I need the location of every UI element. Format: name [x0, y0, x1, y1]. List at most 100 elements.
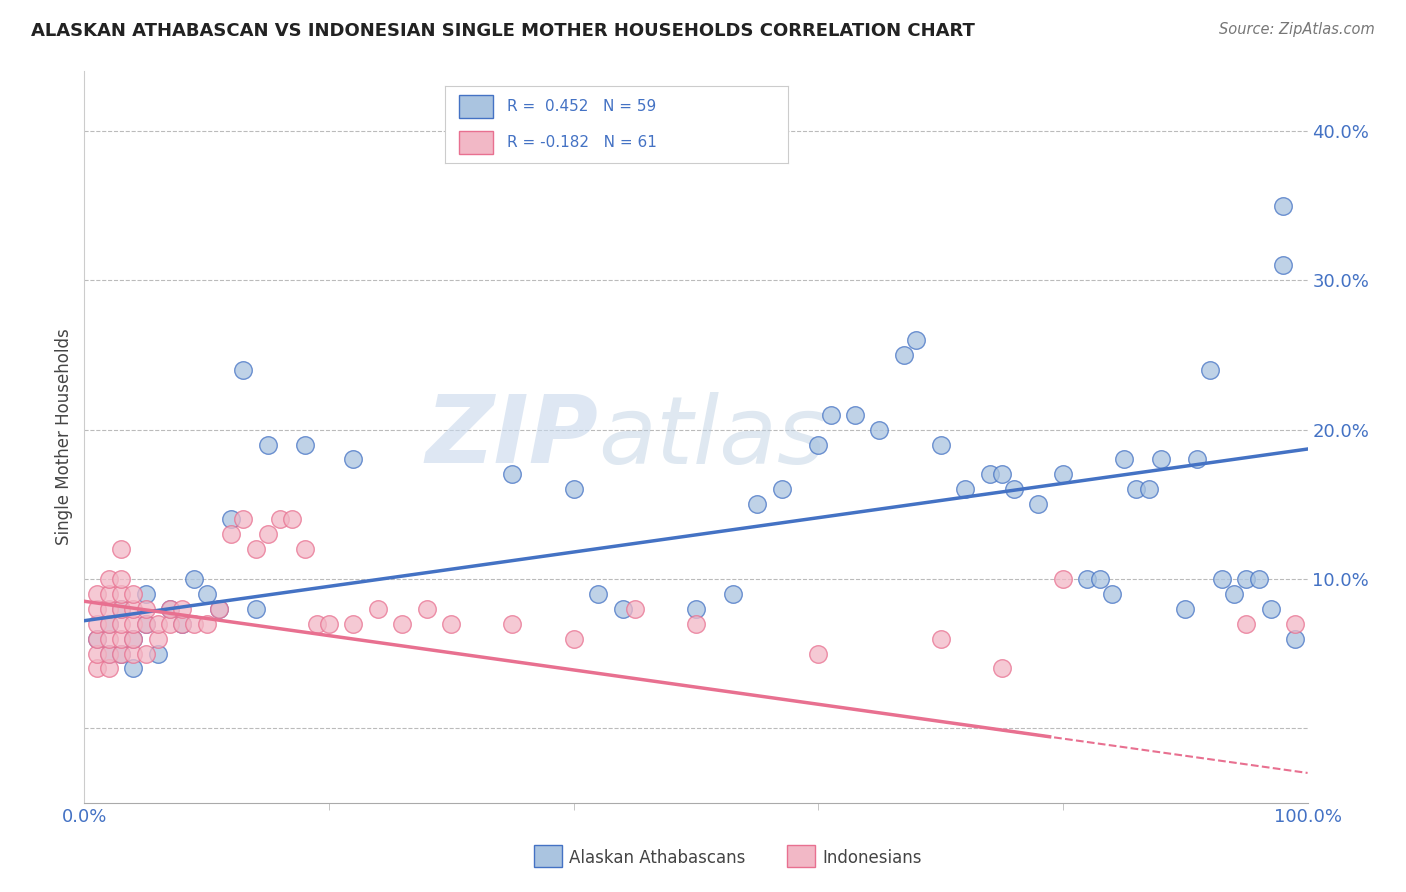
Point — [929, 632, 952, 646]
Point — [208, 601, 231, 615]
Point — [97, 601, 120, 615]
Point — [440, 616, 463, 631]
Point — [612, 601, 634, 615]
Point — [159, 601, 181, 615]
Point — [342, 616, 364, 631]
Point — [318, 616, 340, 631]
Point — [86, 587, 108, 601]
Point — [281, 512, 304, 526]
Point — [1088, 572, 1111, 586]
Point — [86, 616, 108, 631]
Point — [110, 616, 132, 631]
Point — [416, 601, 439, 615]
Point — [172, 601, 194, 615]
Point — [929, 437, 952, 451]
Point — [86, 632, 108, 646]
Point — [110, 542, 132, 557]
Point — [905, 333, 928, 347]
Point — [1284, 616, 1306, 631]
Point — [159, 601, 181, 615]
Point — [1002, 483, 1025, 497]
Point — [195, 587, 218, 601]
Point — [1125, 483, 1147, 497]
Point — [1052, 467, 1074, 482]
Point — [257, 437, 280, 451]
Point — [367, 601, 389, 615]
Point — [1101, 587, 1123, 601]
Point — [1236, 616, 1258, 631]
Text: ALASKAN ATHABASCAN VS INDONESIAN SINGLE MOTHER HOUSEHOLDS CORRELATION CHART: ALASKAN ATHABASCAN VS INDONESIAN SINGLE … — [31, 22, 974, 40]
Point — [1211, 572, 1233, 586]
Point — [208, 601, 231, 615]
Point — [1028, 497, 1050, 511]
Point — [86, 601, 108, 615]
Point — [172, 616, 194, 631]
Point — [770, 483, 793, 497]
Point — [97, 587, 120, 601]
Text: ZIP: ZIP — [425, 391, 598, 483]
Point — [1150, 452, 1173, 467]
Point — [586, 587, 609, 601]
Point — [232, 363, 254, 377]
Point — [1114, 452, 1136, 467]
Point — [342, 452, 364, 467]
Point — [1198, 363, 1220, 377]
Point — [110, 601, 132, 615]
Point — [562, 632, 585, 646]
Point — [979, 467, 1001, 482]
Point — [820, 408, 842, 422]
Point — [122, 601, 145, 615]
Point — [1247, 572, 1270, 586]
Point — [159, 616, 181, 631]
Point — [1260, 601, 1282, 615]
Point — [122, 661, 145, 675]
Point — [135, 616, 157, 631]
Point — [245, 601, 267, 615]
Point — [97, 647, 120, 661]
Point — [1052, 572, 1074, 586]
Point — [991, 467, 1014, 482]
Point — [110, 572, 132, 586]
Point — [807, 437, 830, 451]
Point — [135, 601, 157, 615]
Point — [721, 587, 744, 601]
Point — [1236, 572, 1258, 586]
Point — [685, 601, 707, 615]
Point — [219, 527, 242, 541]
Point — [97, 632, 120, 646]
Point — [1223, 587, 1246, 601]
Point — [146, 632, 169, 646]
Point — [305, 616, 328, 631]
Point — [97, 647, 120, 661]
Point — [1076, 572, 1098, 586]
Point — [294, 437, 316, 451]
Point — [146, 647, 169, 661]
Point — [219, 512, 242, 526]
Point — [122, 647, 145, 661]
Point — [502, 616, 524, 631]
Point — [122, 632, 145, 646]
Point — [86, 632, 108, 646]
Point — [86, 661, 108, 675]
Point — [1272, 259, 1295, 273]
Text: Alaskan Athabascans: Alaskan Athabascans — [569, 849, 745, 867]
Point — [97, 616, 120, 631]
Point — [807, 647, 830, 661]
Point — [1272, 199, 1295, 213]
Point — [232, 512, 254, 526]
Text: Indonesians: Indonesians — [823, 849, 922, 867]
Point — [953, 483, 976, 497]
Point — [1284, 632, 1306, 646]
Point — [97, 661, 120, 675]
Point — [110, 647, 132, 661]
Point — [844, 408, 866, 422]
Point — [747, 497, 769, 511]
Point — [294, 542, 316, 557]
Point — [110, 587, 132, 601]
Point — [110, 601, 132, 615]
Point — [562, 483, 585, 497]
Point — [122, 616, 145, 631]
Point — [135, 587, 157, 601]
Point — [269, 512, 291, 526]
Point — [86, 647, 108, 661]
